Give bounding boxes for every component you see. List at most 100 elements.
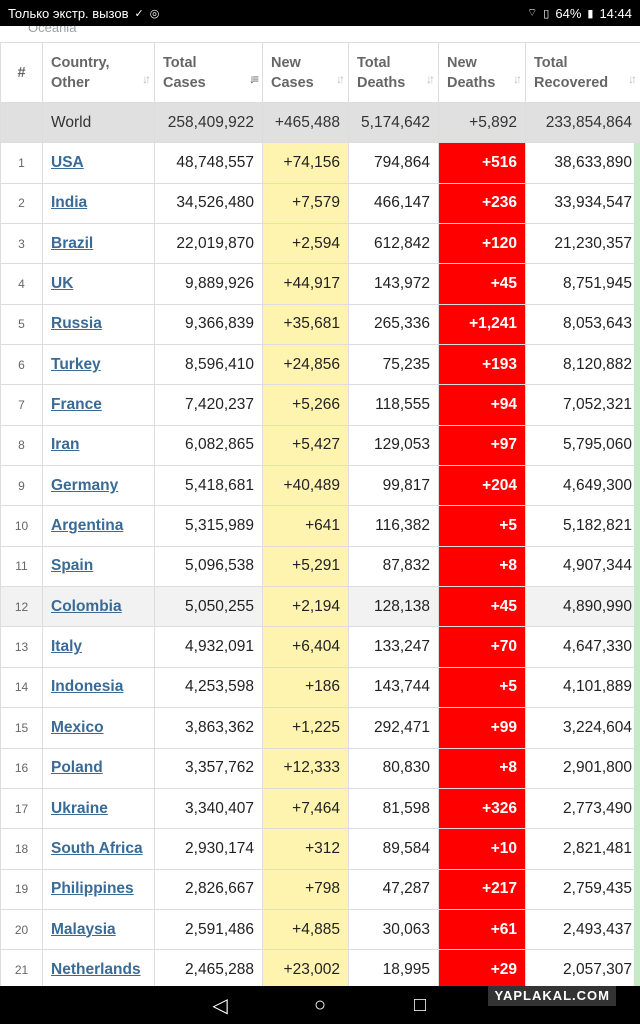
country-cell: Turkey bbox=[42, 344, 155, 386]
country-link[interactable]: Russia bbox=[51, 315, 102, 333]
total-deaths-cell: 129,053 bbox=[348, 424, 439, 467]
new-cases-cell: +2,194 bbox=[262, 586, 349, 628]
total-deaths-cell: 794,864 bbox=[348, 142, 439, 184]
table-row: 19 Philippines 2,826,667 +798 47,287 +217 2,75… bbox=[0, 868, 640, 910]
total-recovered-cell: 21,230,357 bbox=[525, 223, 640, 265]
country-link[interactable]: Spain bbox=[51, 557, 94, 575]
table-row: 10 Argentina 5,315,989 +641 116,382 +5 5,182,8… bbox=[0, 505, 640, 547]
total-recovered-cell: 7,052,321 bbox=[525, 384, 640, 426]
header-country[interactable]: Country, Other ↓↑ bbox=[42, 42, 155, 103]
total-recovered-cell: 4,907,344 bbox=[525, 545, 640, 588]
country-link[interactable]: Netherlands bbox=[51, 960, 141, 978]
country-link[interactable]: Malaysia bbox=[51, 920, 116, 938]
country-cell: Colombia bbox=[42, 586, 155, 628]
clock: 14:44 bbox=[599, 5, 632, 21]
country-link[interactable]: Germany bbox=[51, 476, 119, 494]
country-link[interactable]: Indonesia bbox=[51, 678, 124, 696]
total-cases-cell: 9,889,926 bbox=[154, 263, 263, 305]
country-link[interactable]: Iran bbox=[51, 436, 80, 454]
country-link[interactable]: Ukraine bbox=[51, 799, 108, 817]
sort-icon: ↓↑ bbox=[142, 72, 151, 86]
country-link[interactable]: Argentina bbox=[51, 517, 124, 535]
row-index: 13 bbox=[0, 626, 43, 668]
row-index: 5 bbox=[0, 303, 43, 346]
row-index: 14 bbox=[0, 666, 43, 709]
country-cell: France bbox=[42, 384, 155, 426]
header-new-deaths[interactable]: New Deaths ↓↑ bbox=[438, 42, 526, 103]
country-cell: Mexico bbox=[42, 707, 155, 749]
new-deaths-cell: +193 bbox=[438, 344, 526, 386]
table-row: 9 Germany 5,418,681 +40,489 99,817 +204 4,649,… bbox=[0, 465, 640, 507]
world-new-deaths: +5,892 bbox=[438, 101, 526, 144]
total-deaths-cell: 81,598 bbox=[348, 787, 439, 830]
new-cases-cell: +23,002 bbox=[262, 949, 349, 986]
total-deaths-cell: 80,830 bbox=[348, 747, 439, 789]
country-link[interactable]: Italy bbox=[51, 638, 83, 656]
row-index: 4 bbox=[0, 263, 43, 305]
header-index[interactable]: # bbox=[0, 42, 43, 103]
new-deaths-cell: +8 bbox=[438, 747, 526, 789]
country-cell: India bbox=[42, 182, 155, 225]
country-link[interactable]: Mexico bbox=[51, 718, 104, 736]
row-index: 9 bbox=[0, 465, 43, 507]
total-deaths-cell: 30,063 bbox=[348, 908, 439, 951]
total-cases-cell: 3,357,762 bbox=[154, 747, 263, 789]
total-recovered-cell: 2,821,481 bbox=[525, 828, 640, 870]
country-cell: USA bbox=[42, 142, 155, 184]
new-deaths-cell: +45 bbox=[438, 263, 526, 305]
total-recovered-cell: 8,120,882 bbox=[525, 344, 640, 386]
header-total-cases[interactable]: Total Cases ↓≡ bbox=[154, 42, 263, 103]
country-cell: South Africa bbox=[42, 828, 155, 870]
total-deaths-cell: 143,972 bbox=[348, 263, 439, 305]
table-row: 6 Turkey 8,596,410 +24,856 75,235 +193 8,120,8… bbox=[0, 344, 640, 386]
total-cases-cell: 2,591,486 bbox=[154, 908, 263, 951]
country-link[interactable]: South Africa bbox=[51, 839, 143, 857]
header-total-deaths[interactable]: Total Deaths ↓↑ bbox=[348, 42, 439, 103]
row-index: 21 bbox=[0, 949, 43, 986]
new-deaths-cell: +99 bbox=[438, 707, 526, 749]
table-row: 16 Poland 3,357,762 +12,333 80,830 +8 2,901,80… bbox=[0, 747, 640, 789]
header-total-recovered[interactable]: Total Recovered ↓↑ bbox=[525, 42, 640, 103]
total-cases-cell: 5,050,255 bbox=[154, 586, 263, 628]
new-deaths-cell: +120 bbox=[438, 223, 526, 265]
home-icon[interactable]: ○ bbox=[313, 993, 327, 1016]
country-link[interactable]: UK bbox=[51, 275, 74, 293]
country-link[interactable]: France bbox=[51, 396, 102, 414]
new-cases-cell: +186 bbox=[262, 666, 349, 709]
region-tab-oceania[interactable]: Oceania bbox=[28, 26, 77, 35]
total-recovered-cell: 2,901,800 bbox=[525, 747, 640, 789]
total-recovered-cell: 4,647,330 bbox=[525, 626, 640, 668]
recents-icon[interactable]: □ bbox=[413, 993, 427, 1016]
table-row: 18 South Africa 2,930,174 +312 89,584 +10 2,82… bbox=[0, 828, 640, 870]
new-deaths-cell: +217 bbox=[438, 868, 526, 910]
world-total-deaths: 5,174,642 bbox=[348, 101, 439, 144]
country-link[interactable]: Colombia bbox=[51, 597, 122, 615]
country-link[interactable]: India bbox=[51, 194, 88, 212]
table-row: 7 France 7,420,237 +5,266 118,555 +94 7,052,32… bbox=[0, 384, 640, 426]
country-link[interactable]: Philippines bbox=[51, 880, 134, 898]
status-left: Только экстр. вызов ✓ ◎ bbox=[8, 6, 159, 21]
country-cell: Netherlands bbox=[42, 949, 155, 986]
sort-icon: ↓↑ bbox=[426, 72, 435, 86]
country-link[interactable]: Turkey bbox=[51, 355, 101, 373]
new-deaths-cell: +97 bbox=[438, 424, 526, 467]
total-deaths-cell: 133,247 bbox=[348, 626, 439, 668]
total-cases-cell: 48,748,557 bbox=[154, 142, 263, 184]
battery-icon: ▮ bbox=[587, 7, 594, 20]
country-link[interactable]: Brazil bbox=[51, 234, 94, 252]
sort-icon: ↓↑ bbox=[336, 72, 345, 86]
total-recovered-cell: 4,649,300 bbox=[525, 465, 640, 507]
country-cell: Italy bbox=[42, 626, 155, 668]
header-new-cases[interactable]: New Cases ↓↑ bbox=[262, 42, 349, 103]
row-index: 19 bbox=[0, 868, 43, 910]
total-cases-cell: 5,096,538 bbox=[154, 545, 263, 588]
new-deaths-cell: +29 bbox=[438, 949, 526, 986]
country-link[interactable]: Poland bbox=[51, 759, 103, 777]
row-index: 15 bbox=[0, 707, 43, 749]
country-cell: Poland bbox=[42, 747, 155, 789]
row-index: 12 bbox=[0, 586, 43, 628]
back-icon[interactable]: ◁ bbox=[212, 994, 228, 1017]
webpage: Oceania # Country, Other ↓↑ Total Cases ↓≡… bbox=[0, 26, 640, 986]
sort-icon: ↓↑ bbox=[513, 72, 522, 86]
country-link[interactable]: USA bbox=[51, 154, 84, 172]
